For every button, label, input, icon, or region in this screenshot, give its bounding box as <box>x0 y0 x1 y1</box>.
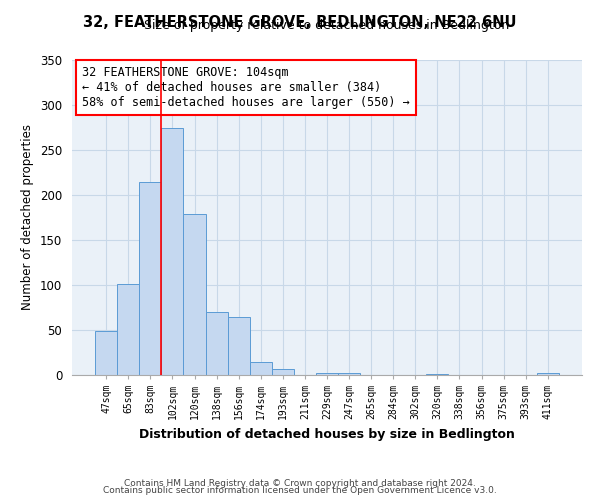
Y-axis label: Number of detached properties: Number of detached properties <box>22 124 34 310</box>
Bar <box>250 362 272 375</box>
Title: Size of property relative to detached houses in Bedlington: Size of property relative to detached ho… <box>145 20 509 32</box>
Bar <box>227 316 250 375</box>
Bar <box>161 128 184 375</box>
X-axis label: Distribution of detached houses by size in Bedlington: Distribution of detached houses by size … <box>139 428 515 440</box>
Text: 32, FEATHERSTONE GROVE, BEDLINGTON, NE22 6NU: 32, FEATHERSTONE GROVE, BEDLINGTON, NE22… <box>83 15 517 30</box>
Bar <box>537 373 559 375</box>
Text: Contains HM Land Registry data © Crown copyright and database right 2024.: Contains HM Land Registry data © Crown c… <box>124 478 476 488</box>
Text: Contains public sector information licensed under the Open Government Licence v3: Contains public sector information licen… <box>103 486 497 495</box>
Bar <box>316 373 338 375</box>
Bar <box>272 368 294 375</box>
Bar <box>139 182 161 375</box>
Bar <box>184 214 206 375</box>
Text: 32 FEATHERSTONE GROVE: 104sqm
← 41% of detached houses are smaller (384)
58% of : 32 FEATHERSTONE GROVE: 104sqm ← 41% of d… <box>82 66 410 110</box>
Bar <box>95 331 117 375</box>
Bar <box>427 374 448 375</box>
Bar <box>206 312 227 375</box>
Bar <box>338 373 360 375</box>
Bar <box>117 284 139 375</box>
